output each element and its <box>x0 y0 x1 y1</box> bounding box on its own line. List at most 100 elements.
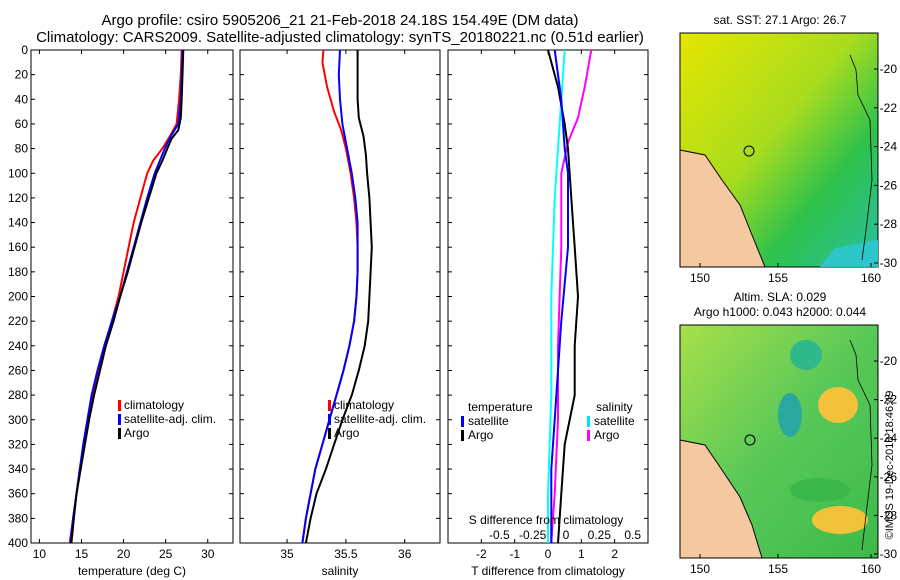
y-tick-label: 60 <box>15 117 29 131</box>
map-x-tick-label: 160 <box>861 271 881 285</box>
sla-map: Altim. SLA: 0.029 Argo h1000: 0.043 h200… <box>679 290 897 576</box>
legend-label: climatology <box>334 398 394 412</box>
x-tick-label: -2 <box>476 547 487 561</box>
legend-label: satellite <box>594 414 635 428</box>
sst-map-axes: -20 -22 -24 -26 -28 -30 150 155 160 <box>690 62 897 285</box>
map-y-tick-label: -30 <box>880 547 898 561</box>
map-y-tick-label: -26 <box>880 178 898 192</box>
legend-label: climatology <box>124 398 184 412</box>
y-tick-label: 180 <box>8 265 28 279</box>
series-line-t-satellite <box>550 49 569 543</box>
map-y-tick-label: -26 <box>880 470 898 484</box>
y-tick-label: 240 <box>8 339 28 353</box>
x-tick-label: 0 <box>545 547 552 561</box>
x-axis-label: temperature (deg C) <box>78 564 186 578</box>
x-tick-label: 2 <box>611 547 618 561</box>
legend-swatch <box>118 428 121 439</box>
legend-swatch <box>328 414 331 425</box>
s-tick-label: -0.5 <box>489 528 510 542</box>
argo-position-marker <box>743 145 755 157</box>
map-y-tick-label: -24 <box>880 140 898 154</box>
series-line-s-argo <box>550 49 593 544</box>
map-x-tick-label: 150 <box>690 271 710 285</box>
sla-feature <box>790 340 822 370</box>
map-y-tick-label: -20 <box>880 354 898 368</box>
y-tick-label: 360 <box>8 487 28 501</box>
map-x-tick-label: 160 <box>861 562 881 576</box>
legend-swatch <box>587 416 590 427</box>
sst-map-title: sat. SST: 27.1 Argo: 26.7 <box>714 13 847 27</box>
legend-swatch <box>118 400 121 411</box>
series-line-argo <box>304 50 373 544</box>
y-tick-label: 400 <box>8 536 28 550</box>
legend-title-temperature: temperature <box>468 400 533 414</box>
s-tick-label: 0 <box>563 528 570 542</box>
legend-swatch <box>328 400 331 411</box>
legend-label: Argo <box>468 428 494 442</box>
s-tick-label: 0.5 <box>624 528 641 542</box>
difference-panel: -2 -1 0 1 2T difference from climatologytemp… <box>447 49 649 578</box>
sla-map-title-line2: Argo h1000: 0.043 h2000: 0.044 <box>694 305 866 319</box>
x-tick-label: 20 <box>117 547 131 561</box>
isobath <box>849 339 873 551</box>
y-tick-label: 320 <box>8 437 28 451</box>
map-y-tick-label: -22 <box>880 101 898 115</box>
legend-swatch <box>461 430 464 441</box>
sla-feature <box>790 478 850 502</box>
y-tick-label: 40 <box>15 92 29 106</box>
y-tick-label: 300 <box>8 413 28 427</box>
x-tick-label: -1 <box>509 547 520 561</box>
title-line1: Argo profile: csiro 5905206_21 21-Feb-20… <box>102 12 579 29</box>
map-y-tick-label: -20 <box>880 62 898 76</box>
x-tick-label: 10 <box>33 547 47 561</box>
map-y-tick-label: -24 <box>880 431 898 445</box>
salinity-panel: 35 35.5 36 salinity climatologysatellite-adj… <box>239 49 441 578</box>
legend-label: Argo <box>124 426 150 440</box>
map-y-tick-label: -28 <box>880 217 898 231</box>
map-x-tick-label: 155 <box>768 271 788 285</box>
x-tick-label: 35 <box>280 547 294 561</box>
plot-frame <box>239 49 441 544</box>
legend-label: satellite-adj. clim. <box>334 412 426 426</box>
legend-title-salinity: salinity <box>596 400 633 414</box>
x-tick-label: 1 <box>578 547 585 561</box>
series-line-t-argo <box>547 49 580 544</box>
x-tick-label: 35.5 <box>334 547 358 561</box>
title-line2: Climatology: CARS2009. Satellite-adjuste… <box>36 29 644 46</box>
legend-label: Argo <box>594 428 620 442</box>
y-tick-label: 120 <box>8 191 28 205</box>
y-tick-label: 200 <box>8 290 28 304</box>
legend-swatch <box>328 428 331 439</box>
isobath <box>849 54 873 261</box>
sla-map-title-line1: Altim. SLA: 0.029 <box>734 290 827 304</box>
x-tick-label: 36 <box>398 547 412 561</box>
map-x-tick-label: 150 <box>690 562 710 576</box>
y-tick-label: 0 <box>21 43 28 57</box>
y-tick-label: 20 <box>15 68 29 82</box>
sla-feature <box>818 387 858 423</box>
series-line-argo <box>70 49 185 544</box>
y-tick-label: 80 <box>15 142 29 156</box>
legend-swatch <box>118 414 121 425</box>
y-tick-label: 280 <box>8 388 28 402</box>
series-line-satellite-adj-clim- <box>301 49 359 544</box>
sst-map: sat. SST: 27.1 Argo: 26.7 -20-22-24-26-2… <box>679 13 897 285</box>
sla-feature <box>812 506 868 534</box>
legend-label: satellite <box>468 414 509 428</box>
legend-swatch <box>461 416 464 427</box>
x-axis-label: T difference from climatology <box>471 564 625 578</box>
coastline <box>679 439 763 559</box>
y-tick-label: 160 <box>8 240 28 254</box>
map-y-tick-label: -30 <box>880 256 898 270</box>
sla-map-axes: -20 -22 -24 -26 -28 -30 150 155 160 <box>690 354 897 576</box>
map-y-tick-label: -28 <box>880 508 898 522</box>
argo-position-marker <box>744 434 756 446</box>
map-x-tick-label: 155 <box>768 562 788 576</box>
legend-label: Argo <box>334 426 360 440</box>
coastline <box>679 149 766 268</box>
map-y-tick-label: -22 <box>880 393 898 407</box>
x-tick-label: 15 <box>75 547 89 561</box>
legend-swatch <box>587 430 590 441</box>
y-tick-label: 100 <box>8 166 28 180</box>
